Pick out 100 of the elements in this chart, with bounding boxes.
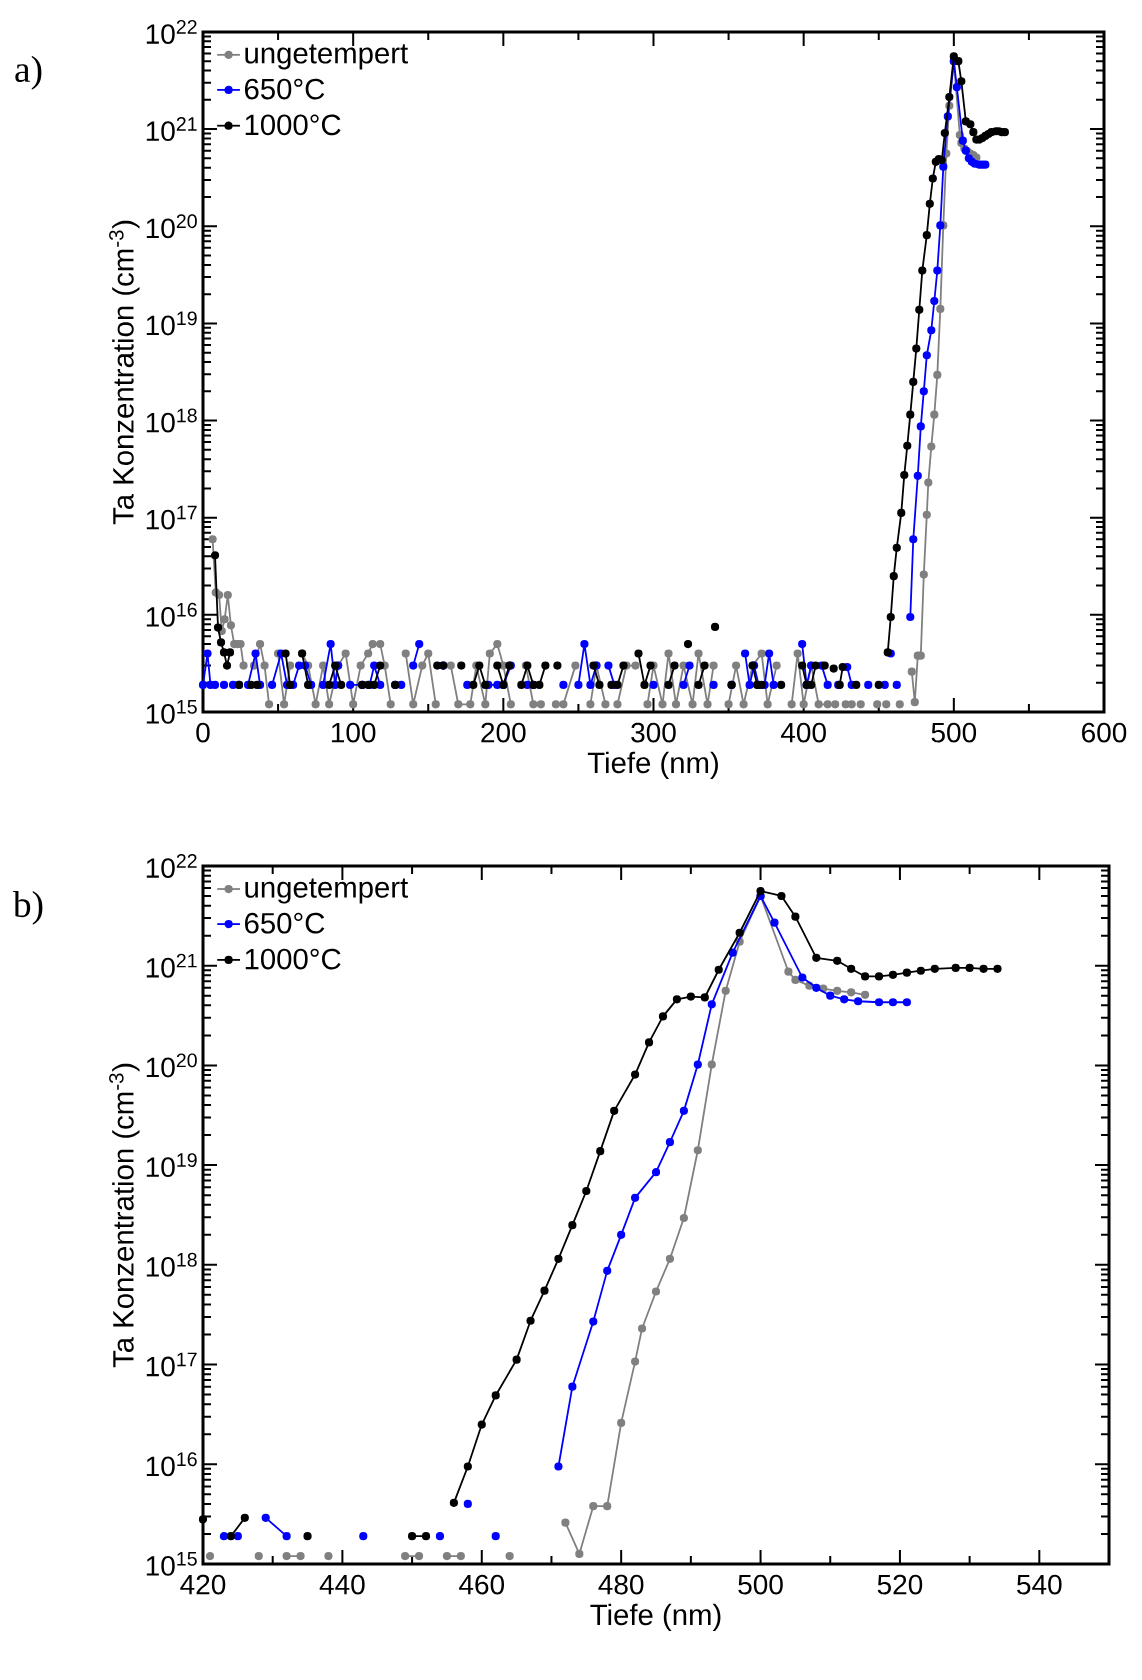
x-tick-label: 520 bbox=[877, 1574, 923, 1595]
x-axis-title: Tiefe (nm) bbox=[590, 1603, 721, 1631]
y-tick-label: 10$^{17}$ bbox=[146, 505, 197, 530]
point bbox=[505, 1551, 514, 1561]
point bbox=[526, 1316, 535, 1325]
y-tick-label: 10$^{19}$ bbox=[146, 1153, 197, 1178]
point bbox=[833, 956, 842, 965]
x-tick-label: 0 bbox=[196, 722, 210, 743]
text: a) bbox=[15, 55, 42, 90]
point bbox=[491, 1532, 500, 1541]
y-tick-label: 10$^{22}$ bbox=[146, 19, 197, 44]
point bbox=[847, 988, 856, 997]
point bbox=[665, 1254, 675, 1263]
point bbox=[721, 986, 730, 995]
point bbox=[540, 1286, 549, 1295]
point bbox=[617, 1230, 626, 1239]
point bbox=[728, 948, 737, 957]
point bbox=[993, 964, 1002, 973]
y-tick-label: 10$^{21}$ bbox=[146, 117, 197, 142]
point bbox=[693, 1146, 702, 1155]
point bbox=[874, 998, 884, 1007]
point bbox=[665, 1138, 675, 1147]
point bbox=[637, 1324, 647, 1333]
x-tick-label: 200 bbox=[481, 722, 526, 743]
point bbox=[735, 928, 744, 937]
point bbox=[840, 995, 849, 1004]
point bbox=[233, 1532, 242, 1541]
point bbox=[860, 972, 870, 981]
point bbox=[888, 970, 898, 979]
point bbox=[603, 1502, 612, 1511]
y-tick-label: 10$^{18}$ bbox=[146, 408, 197, 433]
point bbox=[902, 998, 911, 1007]
y-tick-label: 10$^{20}$ bbox=[146, 214, 197, 239]
point bbox=[554, 1462, 563, 1471]
point bbox=[282, 1532, 291, 1541]
y-tick-label: 10$^{16}$ bbox=[146, 602, 197, 627]
point bbox=[644, 1038, 654, 1047]
point bbox=[575, 1549, 584, 1559]
point bbox=[791, 975, 800, 985]
x-tick-label: 440 bbox=[319, 1574, 365, 1595]
point bbox=[596, 1147, 605, 1156]
point bbox=[777, 891, 786, 901]
legend-label: 1000°C bbox=[245, 114, 341, 136]
point bbox=[617, 1418, 626, 1427]
point bbox=[254, 1551, 263, 1561]
x-tick-label: 480 bbox=[598, 1574, 644, 1595]
point bbox=[686, 992, 695, 1001]
point bbox=[449, 1498, 458, 1507]
point bbox=[568, 1221, 577, 1230]
point bbox=[603, 1266, 612, 1275]
point bbox=[847, 964, 856, 973]
point bbox=[791, 912, 800, 921]
point bbox=[798, 973, 807, 982]
legend-label: 650°C bbox=[244, 78, 325, 100]
x-tick-label: 100 bbox=[331, 722, 376, 743]
point bbox=[784, 967, 793, 976]
y-tick-label: 10$^{15}$ bbox=[146, 700, 197, 724]
point bbox=[693, 1060, 702, 1069]
point bbox=[442, 1551, 452, 1561]
point bbox=[359, 1532, 368, 1541]
text: b) bbox=[12, 890, 43, 925]
point bbox=[610, 1106, 619, 1115]
legend-label: 650°C bbox=[245, 912, 325, 934]
point bbox=[672, 995, 682, 1004]
point bbox=[324, 1551, 333, 1561]
point bbox=[965, 963, 974, 972]
point bbox=[951, 963, 960, 972]
y-tick-label: 10$^{19}$ bbox=[146, 311, 197, 336]
x-tick-label: 600 bbox=[1082, 722, 1127, 743]
point bbox=[770, 918, 779, 927]
x-tick-label: 500 bbox=[738, 1574, 783, 1595]
point bbox=[456, 1551, 465, 1561]
x-tick-label: 460 bbox=[459, 1574, 505, 1595]
x-tick-label: 300 bbox=[631, 722, 676, 743]
x-tick-label: 500 bbox=[931, 722, 977, 743]
point bbox=[463, 1462, 472, 1471]
point bbox=[198, 1515, 208, 1524]
point bbox=[979, 964, 988, 973]
point bbox=[226, 1532, 235, 1541]
x-tick-label: 540 bbox=[1017, 1574, 1062, 1595]
point bbox=[930, 964, 939, 973]
point bbox=[582, 1186, 591, 1196]
point bbox=[554, 1254, 563, 1263]
point bbox=[707, 1060, 716, 1069]
point bbox=[303, 1532, 312, 1541]
point bbox=[414, 1551, 424, 1561]
x-axis-title: Tiefe (nm) bbox=[587, 751, 718, 779]
point bbox=[679, 1106, 688, 1115]
point bbox=[658, 1012, 668, 1021]
point bbox=[421, 1532, 431, 1541]
point bbox=[296, 1551, 305, 1561]
legend-label: ungetempert bbox=[245, 44, 408, 70]
y-axis-title: Ta Konzentration (cm$^{-3}$) bbox=[109, 220, 140, 525]
point bbox=[631, 1357, 640, 1366]
point bbox=[407, 1532, 417, 1541]
point bbox=[700, 993, 709, 1002]
point bbox=[589, 1317, 598, 1326]
point bbox=[561, 1518, 570, 1527]
point bbox=[240, 1513, 249, 1522]
point bbox=[874, 972, 884, 981]
